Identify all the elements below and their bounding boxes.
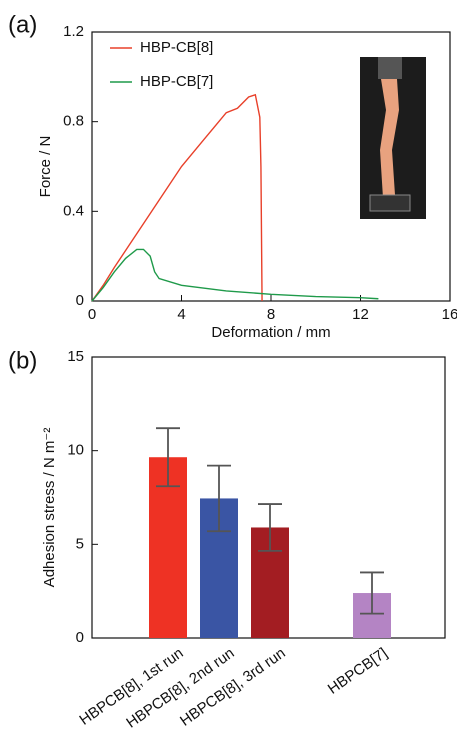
y-tick-label: 5 [76,535,84,552]
y-tick-label: 1.2 [63,23,84,40]
legend-label: HBP-CB[7] [140,73,213,90]
panel-label: (a) [8,11,37,38]
x-tick-label: 12 [352,306,369,323]
legend-label: HBP-CB[8] [140,39,213,56]
x-tick-label: HBPCB[7] [325,645,391,698]
panel-label: (b) [8,347,37,374]
x-tick-label: 8 [267,306,275,323]
x-tick-label: 0 [88,306,96,323]
y-axis-label: Force / N [37,136,54,198]
y-tick-label: 0.8 [63,113,84,130]
y-tick-label: 0.4 [63,202,84,219]
y-tick-label: 0 [76,629,84,646]
x-axis-label: Deformation / mm [211,324,330,341]
x-tick-label: 4 [177,306,185,323]
y-tick-label: 10 [67,442,84,459]
y-axis-label: Adhesion stress / N m⁻² [41,428,58,588]
y-tick-label: 0 [76,292,84,309]
y-tick-label: 15 [67,348,84,365]
inset-photo [360,57,426,219]
bar [149,457,187,638]
x-tick-label: 16 [442,306,457,323]
data-line [91,248,379,302]
data-line [91,93,263,302]
